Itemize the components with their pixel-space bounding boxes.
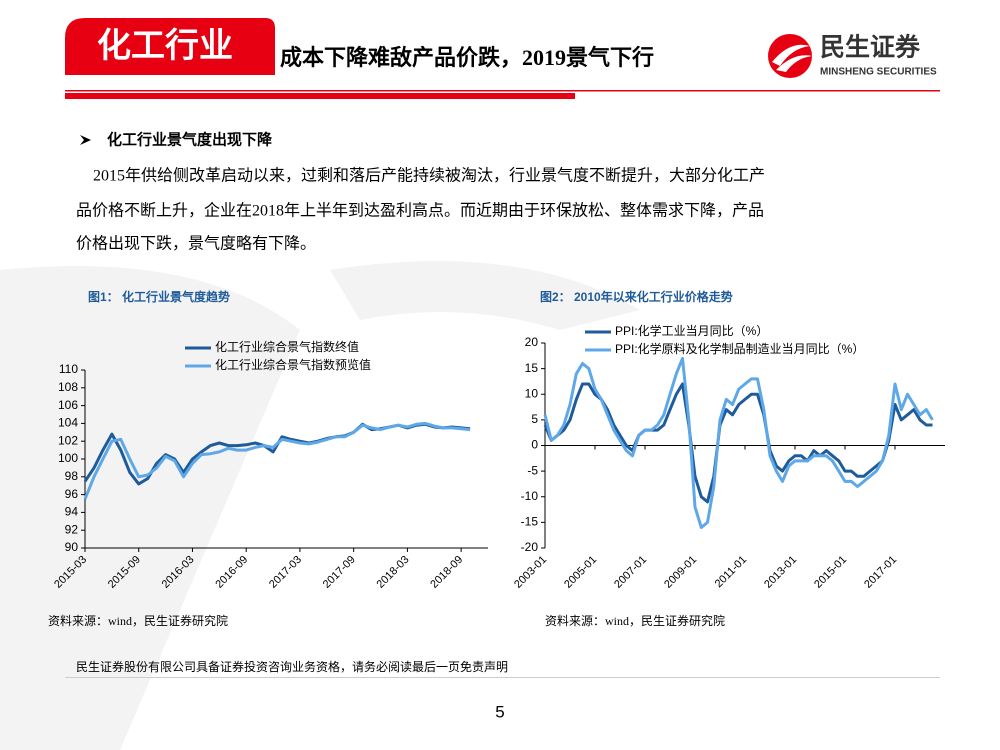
y-tick-label: 10 [525,386,539,400]
legend-label: PPI:化学原料及化学制品制造业当月同比（%） [615,341,864,356]
logo-subname: MINSHENG SECURITIES [820,67,937,78]
x-tick-label: 2018-03 [375,554,412,591]
legend-label: 化工行业综合景气指数终值 [215,339,359,354]
section-heading: 化工行业景气度出现下降 [107,130,273,148]
y-tick-label: 5 [531,412,538,426]
x-tick-label: 2005-01 [562,554,599,591]
x-tick-label: 2011-01 [713,554,749,590]
y-tick-label: 90 [65,540,79,554]
x-tick-label: 2007-01 [612,554,649,591]
chart-source: 资料来源：wind，民生证券研究院 [545,613,725,628]
bullet-marker [80,135,91,145]
header-rule [65,90,940,92]
y-tick-label: 108 [58,380,78,394]
x-tick-label: 2013-01 [762,554,799,591]
footer-rule [65,677,940,678]
x-tick-label: 2003-01 [512,554,549,591]
paragraph-line: 价格出现下跌，景气度略有下降。 [76,235,316,253]
series-line [543,382,933,504]
x-tick-label: 2017-09 [321,554,358,591]
x-tick-label: 2017-03 [267,554,304,591]
x-tick-label: 2009-01 [662,554,699,591]
logo-name: 民生证券 [820,33,921,62]
chart-title: 图2： 2010年以来化工行业价格走势 [540,289,733,304]
x-tick-label: 2018-09 [428,554,465,591]
y-tick-label: 102 [58,433,78,447]
paragraph-line: 2015年供给侧改革启动以来，过剩和落后产能持续被淘汰，行业景气度不断提升，大部… [93,167,765,185]
footer-disclaimer: 民生证券股份有限公司具备证券投资咨询业务资格，请务必阅读最后一页免责声明 [76,659,508,674]
series-line [543,356,934,529]
y-tick-label: 98 [65,469,79,483]
x-tick-label: 2017-01 [862,554,899,591]
y-tick-label: 100 [58,451,78,465]
header-tag-box [65,18,275,75]
y-tick-label: 20 [525,335,539,349]
y-tick-label: 106 [58,398,78,412]
header-bar [65,93,575,99]
header-title: 成本下降难敌产品价跌，2019景气下行 [280,45,654,70]
chart-source: 资料来源：wind，民生证券研究院 [48,613,228,628]
y-tick-label: 15 [525,361,539,375]
y-tick-label: -5 [527,463,538,477]
x-tick-label: 2016-09 [213,554,250,591]
watermark [0,266,300,750]
x-tick-label: 2015-01 [812,554,849,591]
paragraph-line: 品价格不断上升，企业在2018年上半年到达盈利高点。而近期由于环保放松、整体需求… [76,202,764,220]
watermark [330,261,640,330]
logo-swoosh [772,44,812,72]
legend-label: PPI:化学工业当月同比（%） [615,323,768,338]
y-tick-label: 94 [65,505,79,519]
y-tick-label: 96 [65,487,79,501]
chart-title: 图1： 化工行业景气度趋势 [88,289,230,304]
y-tick-label: -20 [521,540,539,554]
page-number: 5 [495,702,504,721]
y-tick-label: -15 [521,515,539,529]
legend-label: 化工行业综合景气指数预览值 [215,357,371,372]
series-line [83,421,471,500]
y-tick-label: 104 [58,416,78,430]
y-tick-label: 92 [65,522,79,536]
y-tick-label: -10 [521,489,539,503]
header-tag: 化工行业 [97,27,233,65]
y-tick-label: 110 [59,362,78,376]
y-tick-label: 0 [531,438,538,452]
